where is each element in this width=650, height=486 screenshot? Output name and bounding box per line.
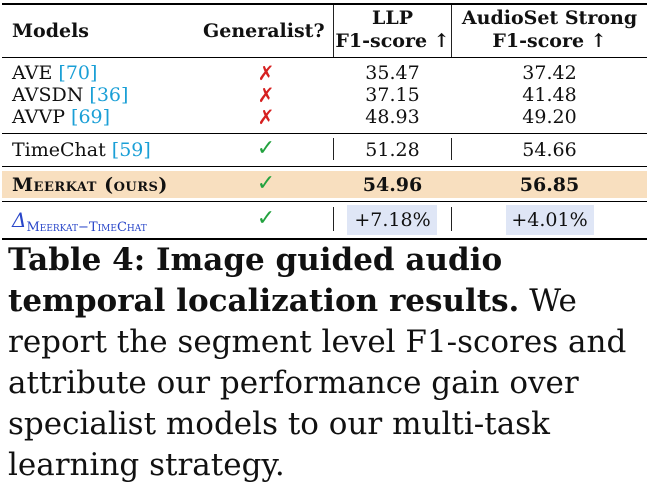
check-icon: ✓ [256,206,276,231]
audioset-delta: +4.01% [511,209,588,231]
column-separator-1 [333,207,334,231]
model-label: TimeChat [12,139,112,161]
audioset-score: 49.20 [522,106,577,128]
citation-link[interactable]: [70] [58,62,98,84]
audioset-score: 41.48 [522,84,577,106]
model-label: AVVP [12,106,72,128]
check-icon: ✓ [256,171,276,196]
citation-link[interactable]: [36] [89,84,129,106]
top-rule [2,3,647,5]
highlighted-row [2,171,647,198]
cross-icon: ✗ [257,105,275,129]
model-name: AVVP [69] [12,107,110,127]
group-rule-1 [2,133,647,134]
table-caption: Table 4: Image guided audio temporal loc… [8,240,648,486]
llp-score: 48.93 [365,106,420,128]
column-separator-2 [451,5,452,57]
model-label: AVE [12,62,59,84]
model-label: AVSDN [12,84,90,106]
audioset-score: 54.66 [522,139,577,161]
bottom-rule [2,238,647,240]
delta-symbol: Δ [12,208,27,232]
cross-icon: ✗ [257,61,275,85]
llp-delta: +7.18% [354,209,431,231]
header-audioset-metric: F1-score ↑ [492,30,607,52]
caption-label: Table 4: Image guided audio temporal loc… [8,242,520,319]
column-separator-2 [451,207,452,231]
header-audioset-title: AudioSet Strong [461,7,638,29]
group-rule-2 [2,166,647,167]
group-rule-3 [2,201,647,202]
results-table: Models Generalist? LLP F1-score ↑ AudioS… [0,0,650,240]
column-separator-1 [333,5,334,57]
model-name: AVE [70] [12,63,97,83]
model-name: AVSDN [36] [12,85,128,105]
llp-score: 54.96 [362,174,423,196]
delta-highlight-box [506,205,594,235]
delta-subscript: Meerkat−TimeChat [26,220,147,235]
citation-link[interactable]: [59] [111,139,151,161]
audioset-score: 37.42 [522,62,577,84]
check-icon: ✓ [256,136,276,161]
llp-score: 37.15 [365,84,420,106]
column-separator-1 [333,138,334,160]
header-generalist: Generalist? [203,20,325,42]
delta-highlight-box [347,205,437,235]
audioset-score: 56.85 [519,174,580,196]
citation-link[interactable]: [69] [71,106,111,128]
header-models: Models [12,20,89,42]
column-separator-2 [451,138,452,160]
header-llp: LLP F1-score ↑ [334,7,451,53]
llp-score: 51.28 [365,139,420,161]
header-rule [2,57,647,58]
delta-label: ΔMeerkat−TimeChat [12,208,147,235]
model-name: TimeChat [59] [12,140,151,160]
llp-score: 35.47 [365,62,420,84]
header-audioset: AudioSet Strong F1-score ↑ [452,7,647,53]
header-llp-title: LLP [371,7,413,29]
model-name-ours: Meerkat (ours) [12,174,168,196]
cross-icon: ✗ [257,83,275,107]
header-llp-metric: F1-score ↑ [335,30,450,52]
